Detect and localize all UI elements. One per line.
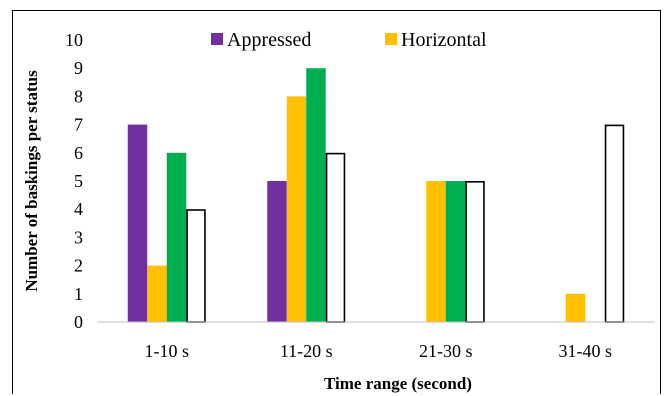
bar-horizontal-4 — [565, 293, 586, 322]
bar-series-4-4 — [604, 124, 625, 323]
bar-series-3-1 — [166, 152, 187, 322]
x-tick-label: 1-10 s — [145, 341, 190, 361]
legend: Appressed Horizontal — [211, 29, 487, 51]
bars — [127, 68, 625, 323]
y-tick-label: 9 — [74, 58, 83, 78]
y-tick-label: 6 — [74, 143, 83, 163]
x-tick-label: 21-30 s — [419, 341, 473, 361]
bar-series-4-3 — [465, 181, 485, 323]
legend-swatch-appressed — [211, 33, 223, 45]
bar-appressed-2 — [267, 181, 287, 322]
legend-label-appressed: Appressed — [227, 29, 311, 51]
legend-label-horizontal: Horizontal — [401, 29, 487, 51]
bar-series-4-1 — [186, 209, 206, 323]
y-tick-label: 5 — [74, 171, 83, 191]
y-tick-label: 7 — [74, 115, 83, 135]
bar-horizontal-2 — [286, 96, 307, 323]
bar-horizontal-1 — [147, 265, 167, 322]
bar-series-3-2 — [306, 68, 326, 322]
y-tick-label: 8 — [74, 86, 83, 106]
bar-appressed-1 — [127, 124, 148, 322]
y-axis-ticks: 0 1 2 3 4 5 6 7 8 9 10 — [65, 30, 83, 332]
bar-horizontal-3 — [426, 181, 446, 322]
legend-swatch-horizontal — [385, 33, 397, 45]
x-tick-label: 11-20 s — [280, 341, 333, 361]
y-tick-label: 2 — [74, 256, 83, 276]
x-axis-title: Time range (second) — [324, 374, 472, 393]
y-tick-label: 10 — [65, 30, 83, 50]
bar-series-3-3 — [445, 181, 466, 322]
y-axis-title: Number of baskings per status — [22, 70, 41, 292]
bar-series-4-2 — [325, 152, 346, 323]
x-axis-ticks: 1-10 s 11-20 s 21-30 s 31-40 s — [145, 341, 613, 361]
x-tick-label: 31-40 s — [559, 341, 613, 361]
y-tick-label: 4 — [74, 199, 83, 219]
y-tick-label: 0 — [74, 312, 83, 332]
y-tick-label: 3 — [74, 227, 83, 247]
y-tick-label: 1 — [74, 284, 83, 304]
